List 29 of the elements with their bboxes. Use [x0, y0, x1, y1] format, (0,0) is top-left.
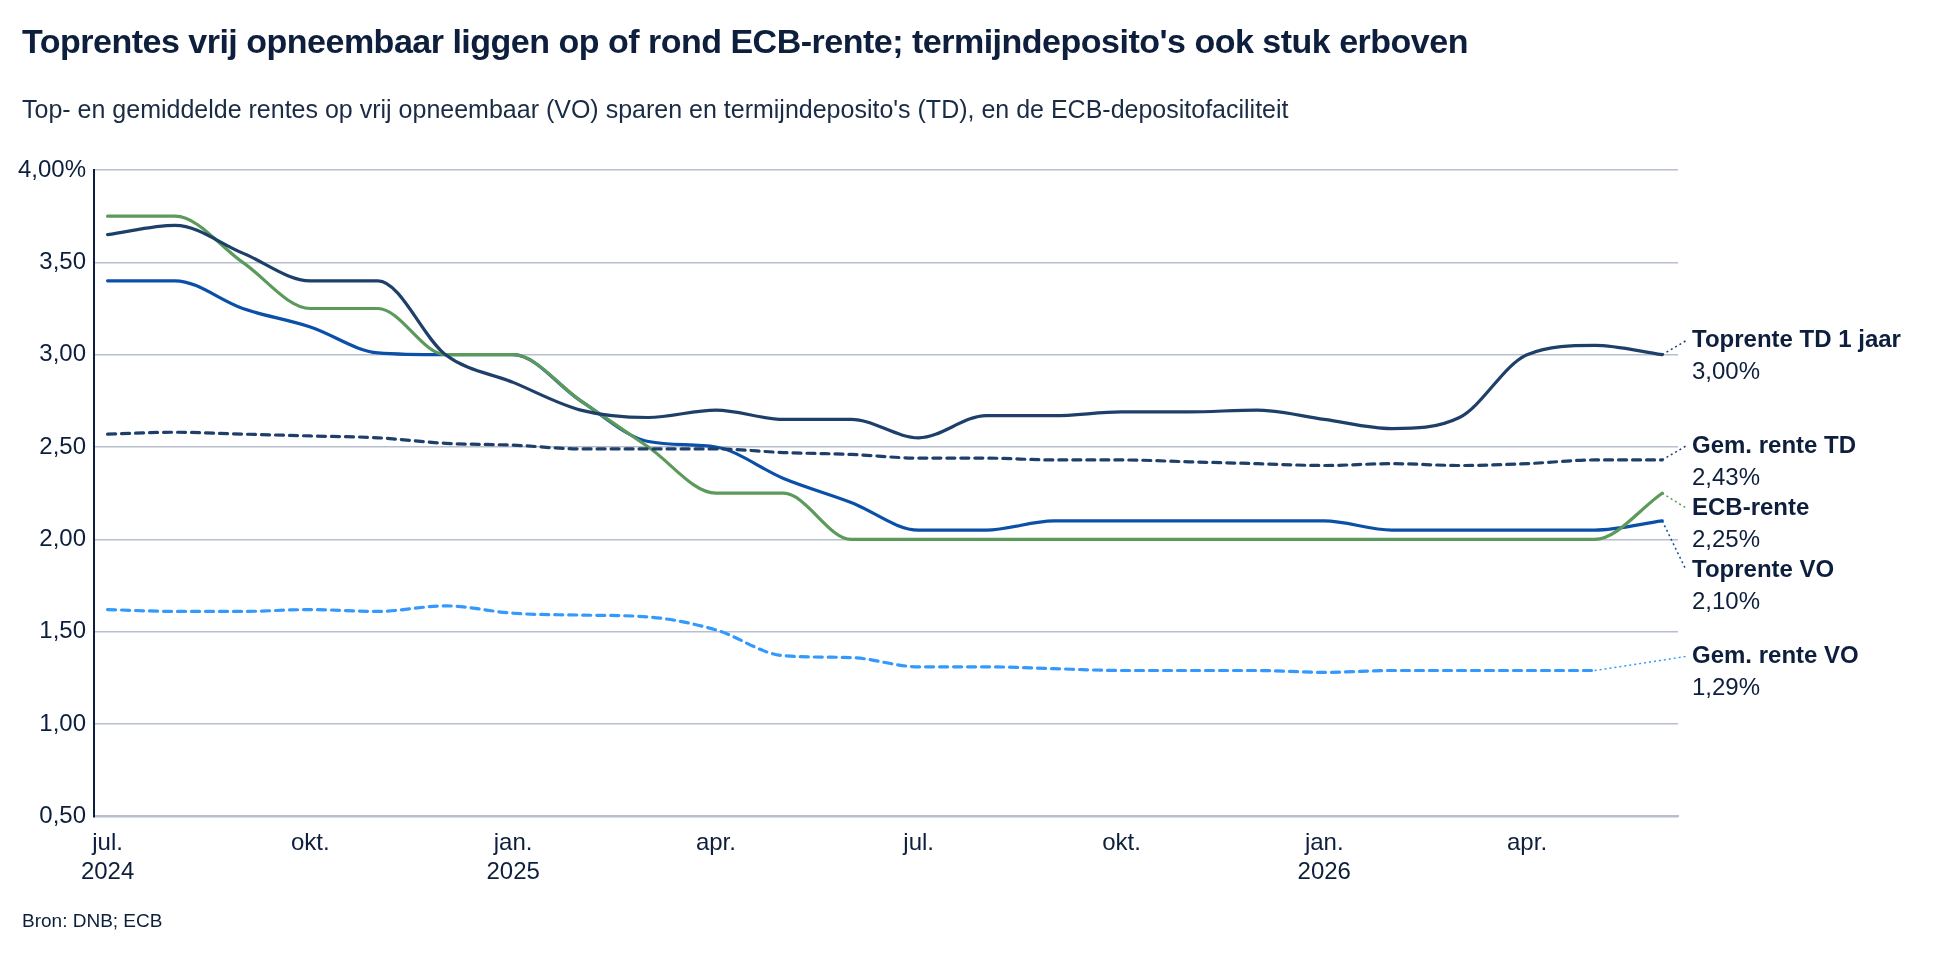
x-tick-label: jul. 2024 [80, 828, 135, 885]
data-label: 2,43% [1692, 462, 1761, 490]
data-label: 1,29% [1692, 673, 1761, 701]
x-tick-label: okt. [291, 828, 330, 856]
series-label: Toprente TD 1 jaar [1692, 325, 1901, 353]
data-label: 3,00% [1692, 357, 1761, 385]
series-label: Toprente VO [1692, 554, 1835, 582]
x-tick-label: apr. [1507, 828, 1548, 856]
x-tick-label: jan. 2025 [486, 828, 540, 885]
data-label: 2,10% [1692, 586, 1761, 614]
x-tick-label: apr. [695, 828, 736, 856]
y-tick-label: 4,00% [17, 154, 87, 182]
y-tick-label: 2,00 [39, 524, 87, 551]
chart-subtitle: Top- en gemiddelde rentes op vrij opneembaar (VO) sparen en termijndeposito's (TD), en de ECB-depositofaciliteit [22, 95, 1289, 124]
y-tick-label: 3,50 [39, 246, 87, 274]
x-tick-label: jul. [902, 828, 935, 856]
data-label: 2,25% [1692, 524, 1761, 552]
text: Bron: DNB; ECB [22, 910, 163, 932]
series-label: Gem. rente TD [1692, 430, 1857, 458]
y-tick-label: 3,00 [39, 339, 87, 367]
text: Gem. rente VO [1692, 641, 1859, 669]
chart-title: Toprentes vrij opneembaar liggen op of rond ECB-rente; termijndeposito's ook stuk erboven [22, 22, 1468, 61]
x-tick-label: okt. [1102, 828, 1141, 856]
y-tick-label: 1,50 [39, 616, 87, 644]
y-tick-label: 2,50 [39, 431, 87, 459]
x-tick-label: jan. 2026 [1297, 828, 1351, 885]
y-tick-label: 1,00 [39, 708, 87, 736]
y-tick-label: 0,50 [39, 801, 87, 829]
series-label: ECB-rente [1692, 492, 1810, 520]
